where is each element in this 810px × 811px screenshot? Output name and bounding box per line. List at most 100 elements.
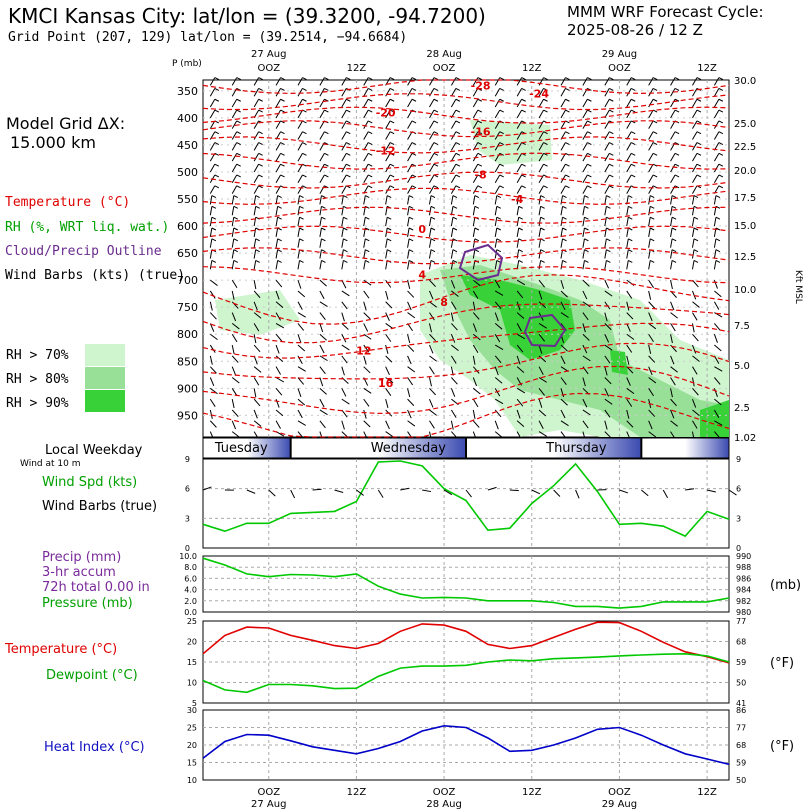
wind-barb-flag	[236, 163, 241, 167]
left-tick-label: 10.0	[179, 552, 197, 561]
wind-barb-flag	[477, 120, 483, 124]
wind-barb	[516, 344, 524, 353]
wind-barb-flag	[521, 87, 526, 91]
right-tick-label: 59	[736, 759, 746, 768]
right-axis-unit: (mb)	[770, 578, 801, 593]
wind-barb	[494, 333, 501, 343]
wind-barb	[472, 312, 480, 320]
wind-barb	[209, 420, 217, 428]
wind-barb	[297, 174, 303, 184]
height-tick-label: 5.0	[734, 361, 750, 372]
wind-barb	[341, 142, 347, 151]
wind-barb-flag	[386, 216, 392, 220]
wind-barb	[713, 301, 720, 310]
wind-barb	[692, 142, 698, 151]
right-tick-label: 3	[736, 514, 741, 523]
wind-barb	[560, 420, 569, 427]
surface-wind-barb	[377, 489, 384, 498]
wind-barb	[253, 238, 257, 248]
wind-barb-flag	[499, 131, 504, 135]
wind-barb-flag	[365, 260, 370, 263]
wind-barb-flag	[433, 152, 439, 156]
wind-barb	[494, 355, 502, 364]
wind-barb	[253, 249, 257, 259]
wind-barb-flag	[365, 195, 370, 198]
wind-barb	[692, 344, 697, 354]
wind-barb	[319, 290, 325, 300]
wind-barb	[231, 260, 235, 270]
temperature-contour	[202, 247, 730, 265]
wind-barb-flag	[255, 249, 260, 253]
wind-barb-flag	[343, 249, 348, 253]
wind-barb-flag	[715, 227, 721, 231]
temperature-contour	[202, 206, 730, 224]
local-weekday-label: Local Weekday	[45, 443, 143, 458]
wind-barb	[670, 420, 678, 427]
top-date-label: 29 Aug	[602, 49, 637, 60]
wind-barb	[253, 323, 260, 332]
rh-shading-area	[700, 400, 729, 437]
wind-barb	[494, 377, 503, 384]
wind-barb	[253, 280, 257, 290]
temperature-contour	[202, 187, 730, 205]
wind-barb	[713, 249, 717, 259]
surface-wind-barb	[487, 486, 497, 491]
wind-barb	[231, 249, 235, 259]
wind-barb-flag	[255, 238, 260, 242]
wind-barb	[494, 344, 504, 350]
wind-barb-flag	[628, 238, 633, 242]
wind-barb	[450, 301, 457, 310]
wind-barb-flag	[718, 98, 724, 102]
weekday-label: Wednesday	[371, 441, 447, 456]
wind-barb	[385, 238, 388, 248]
wind-barb	[429, 279, 436, 288]
wind-barb	[231, 195, 235, 205]
surface-wind-barb	[312, 488, 322, 491]
wind-barb	[582, 120, 588, 129]
wind-barb	[253, 120, 260, 129]
wind-barb-flag	[258, 77, 263, 81]
wind-barb	[648, 120, 654, 129]
wind-barb	[494, 142, 501, 151]
wind-barb	[516, 131, 523, 140]
wind-barb	[407, 99, 413, 108]
wind-barb-flag	[652, 120, 658, 124]
wind-barb	[209, 355, 213, 365]
wind-barb-flag	[652, 98, 658, 102]
wind-barb	[407, 301, 412, 311]
wind-barb-flag	[343, 195, 348, 198]
wind-barb	[472, 217, 476, 227]
wind-barb	[363, 88, 369, 97]
wind-barb-flag	[367, 109, 373, 113]
wind-barb	[604, 355, 611, 364]
wind-barb	[275, 260, 279, 270]
wind-barb	[297, 238, 301, 248]
wind-barb	[231, 120, 238, 129]
wind-barb	[363, 279, 372, 286]
wind-barb-flag	[411, 174, 417, 178]
wind-barb	[626, 312, 634, 320]
wind-barb	[385, 388, 392, 396]
wind-barb	[275, 249, 279, 259]
wind-barb	[297, 323, 305, 331]
wind-barb-flag	[346, 77, 351, 81]
wind-barb-flag	[433, 185, 439, 189]
wind-barb-flag	[718, 163, 724, 167]
wind-barb	[472, 420, 480, 428]
right-tick-label: 41	[736, 699, 746, 708]
left-tick-label: 20	[187, 741, 197, 750]
wind-barb	[538, 398, 543, 408]
wind-barb-flag	[565, 131, 570, 135]
wind-barb-flag	[674, 87, 680, 91]
wind-barb	[692, 77, 698, 86]
wind-barb	[538, 238, 542, 248]
left-tick-label: 4.0	[184, 586, 197, 595]
wind-barb-flag	[562, 216, 567, 220]
wind-barb	[407, 420, 416, 427]
wind-barb	[714, 290, 722, 298]
wind-barb-flag	[652, 185, 658, 189]
wind-barb-flag	[499, 98, 504, 102]
top-hour-label: OOZ	[608, 63, 631, 74]
left-tick-label: 2.0	[184, 597, 197, 606]
wind-barb	[472, 99, 479, 108]
